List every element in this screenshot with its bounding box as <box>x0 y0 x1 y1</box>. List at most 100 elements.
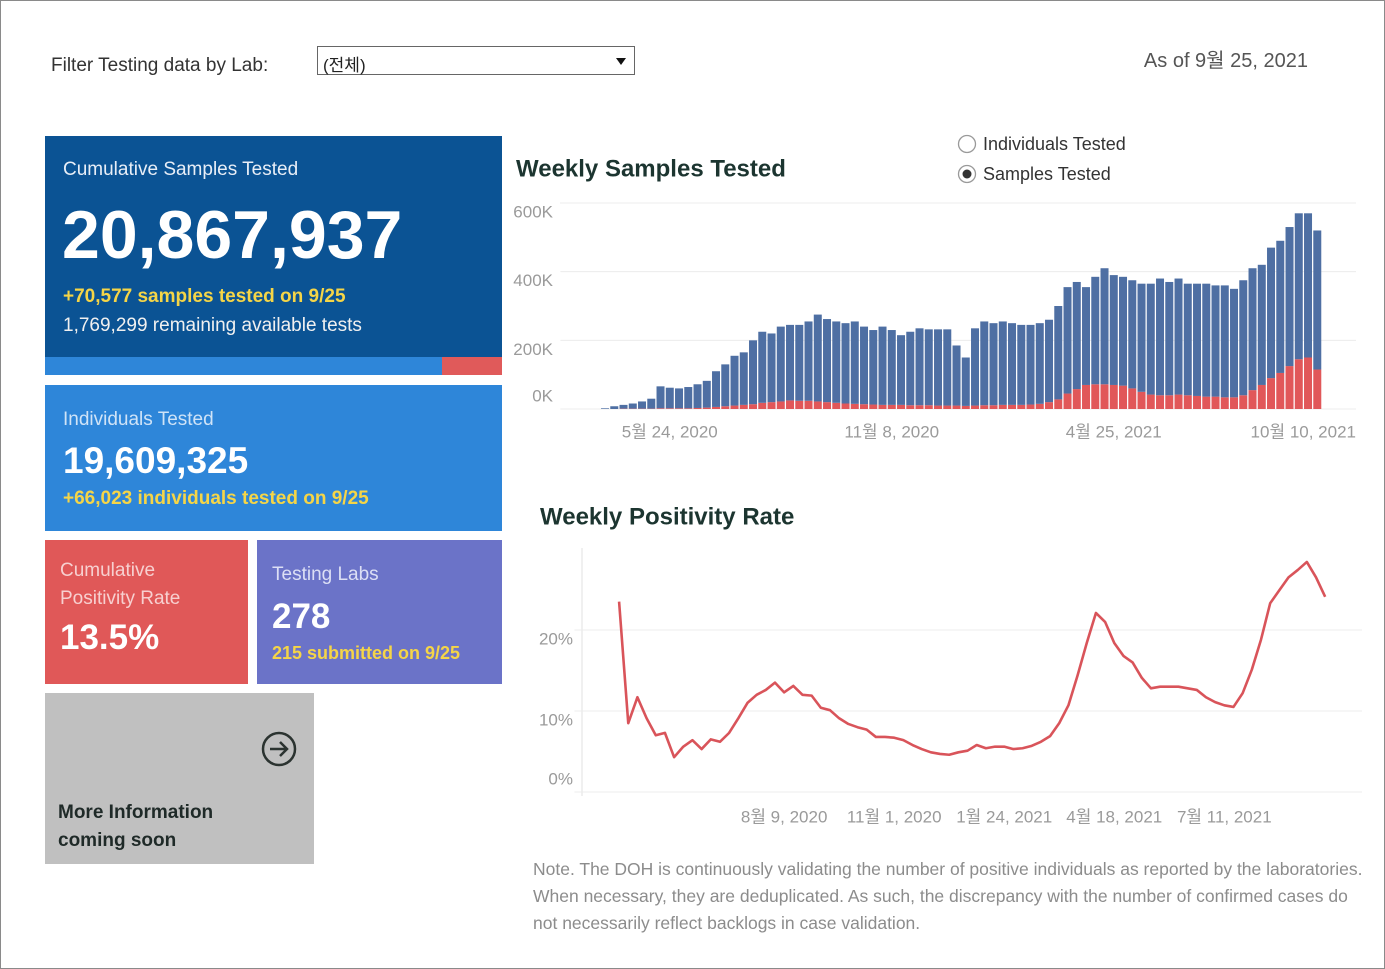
x-tick-label: 4월 25, 2021 <box>1066 422 1162 441</box>
card-title: Cumulative Positivity Rate <box>60 560 181 609</box>
bar <box>1248 390 1257 409</box>
bar <box>1137 391 1146 409</box>
bar <box>1137 283 1146 392</box>
bar <box>1220 397 1229 409</box>
bar <box>887 330 896 405</box>
bar <box>924 329 933 406</box>
bar <box>758 331 767 403</box>
bar <box>1202 283 1211 397</box>
more-info-card[interactable]: More Information coming soon <box>45 693 314 864</box>
bar <box>675 388 684 409</box>
bar <box>1146 394 1155 409</box>
bar <box>1257 264 1266 385</box>
bar <box>989 323 998 406</box>
bar <box>619 404 628 409</box>
radio-dot <box>962 169 972 179</box>
bar <box>804 321 813 401</box>
x-tick-label: 1월 24, 2021 <box>956 807 1052 826</box>
radio-group: Individuals Tested Samples Tested <box>957 134 1126 184</box>
bar <box>767 333 776 403</box>
card-delta: 215 submitted on 9/25 <box>272 643 461 663</box>
bar <box>1045 402 1054 409</box>
bar <box>823 402 832 409</box>
bar <box>934 405 943 409</box>
bar <box>693 407 702 409</box>
bar <box>656 386 665 409</box>
bar <box>841 403 850 409</box>
bar <box>980 321 989 406</box>
bar <box>1165 281 1174 396</box>
bar <box>906 331 915 406</box>
x-tick-label: 5월 24, 2020 <box>622 422 718 441</box>
bar <box>924 405 933 409</box>
bar <box>1248 268 1257 391</box>
radio-option[interactable]: Samples Tested <box>957 164 1111 184</box>
bar <box>1193 395 1202 409</box>
bar <box>869 330 878 405</box>
radio-label: Samples Tested <box>983 164 1111 184</box>
chart-title: Weekly Samples Tested <box>516 155 786 182</box>
bar <box>1174 394 1183 409</box>
bar <box>1119 276 1128 386</box>
dropdown-value: (전체) <box>323 56 366 75</box>
bar <box>702 407 711 409</box>
progress-remaining <box>442 357 502 375</box>
bar <box>1183 395 1192 409</box>
bar <box>758 402 767 409</box>
bar <box>1035 323 1044 404</box>
bar <box>1239 280 1248 396</box>
note: Note. The DOH is continuously validating… <box>533 859 1363 933</box>
bar <box>915 328 924 406</box>
bar <box>1294 359 1303 409</box>
bar <box>1230 397 1239 409</box>
bar <box>739 352 748 405</box>
lab-dropdown[interactable]: (전체) <box>317 46 635 75</box>
bar <box>1193 283 1202 396</box>
card-value: 19,609,325 <box>63 440 249 481</box>
positivity-card: Cumulative Positivity Rate 13.5% <box>45 540 248 684</box>
bar <box>1183 283 1192 396</box>
bar <box>989 405 998 409</box>
bar <box>878 404 887 409</box>
bar <box>1035 403 1044 409</box>
arrow-icon <box>261 731 297 767</box>
bar <box>1054 306 1063 400</box>
bar <box>906 405 915 409</box>
bar <box>1026 404 1035 409</box>
radio-button <box>957 134 977 154</box>
bar <box>786 400 795 409</box>
y-tick-label: 10% <box>539 710 573 729</box>
bar <box>610 406 619 409</box>
bar <box>878 326 887 405</box>
card-value: 20,867,937 <box>62 197 403 273</box>
card-remaining: 1,769,299 remaining available tests <box>63 315 362 336</box>
bar <box>961 405 970 409</box>
chart-title: Weekly Positivity Rate <box>540 503 794 530</box>
bar <box>813 314 822 402</box>
bar <box>786 324 795 401</box>
card-title: Cumulative Samples Tested <box>63 159 299 180</box>
bar <box>1211 285 1220 397</box>
card-value: 278 <box>272 597 331 636</box>
bar <box>638 401 647 409</box>
bar <box>1008 323 1017 405</box>
bar <box>952 405 961 409</box>
bar <box>860 404 869 409</box>
bar <box>1072 281 1081 390</box>
bar <box>1082 287 1091 385</box>
bar <box>1313 230 1322 370</box>
bar <box>749 404 758 409</box>
bar <box>1285 366 1294 409</box>
radio-option[interactable]: Individuals Tested <box>957 134 1126 154</box>
bar <box>1276 372 1285 409</box>
card-delta: +66,023 individuals tested on 9/25 <box>63 488 369 509</box>
labs-card: Testing Labs 278 215 submitted on 9/25 <box>257 540 502 684</box>
bar <box>998 321 1007 405</box>
bar <box>887 404 896 409</box>
bar <box>943 405 952 409</box>
individuals-card: Individuals Tested 19,609,325 +66,023 in… <box>45 385 502 531</box>
card-value: 13.5% <box>60 618 160 657</box>
bar <box>813 401 822 409</box>
